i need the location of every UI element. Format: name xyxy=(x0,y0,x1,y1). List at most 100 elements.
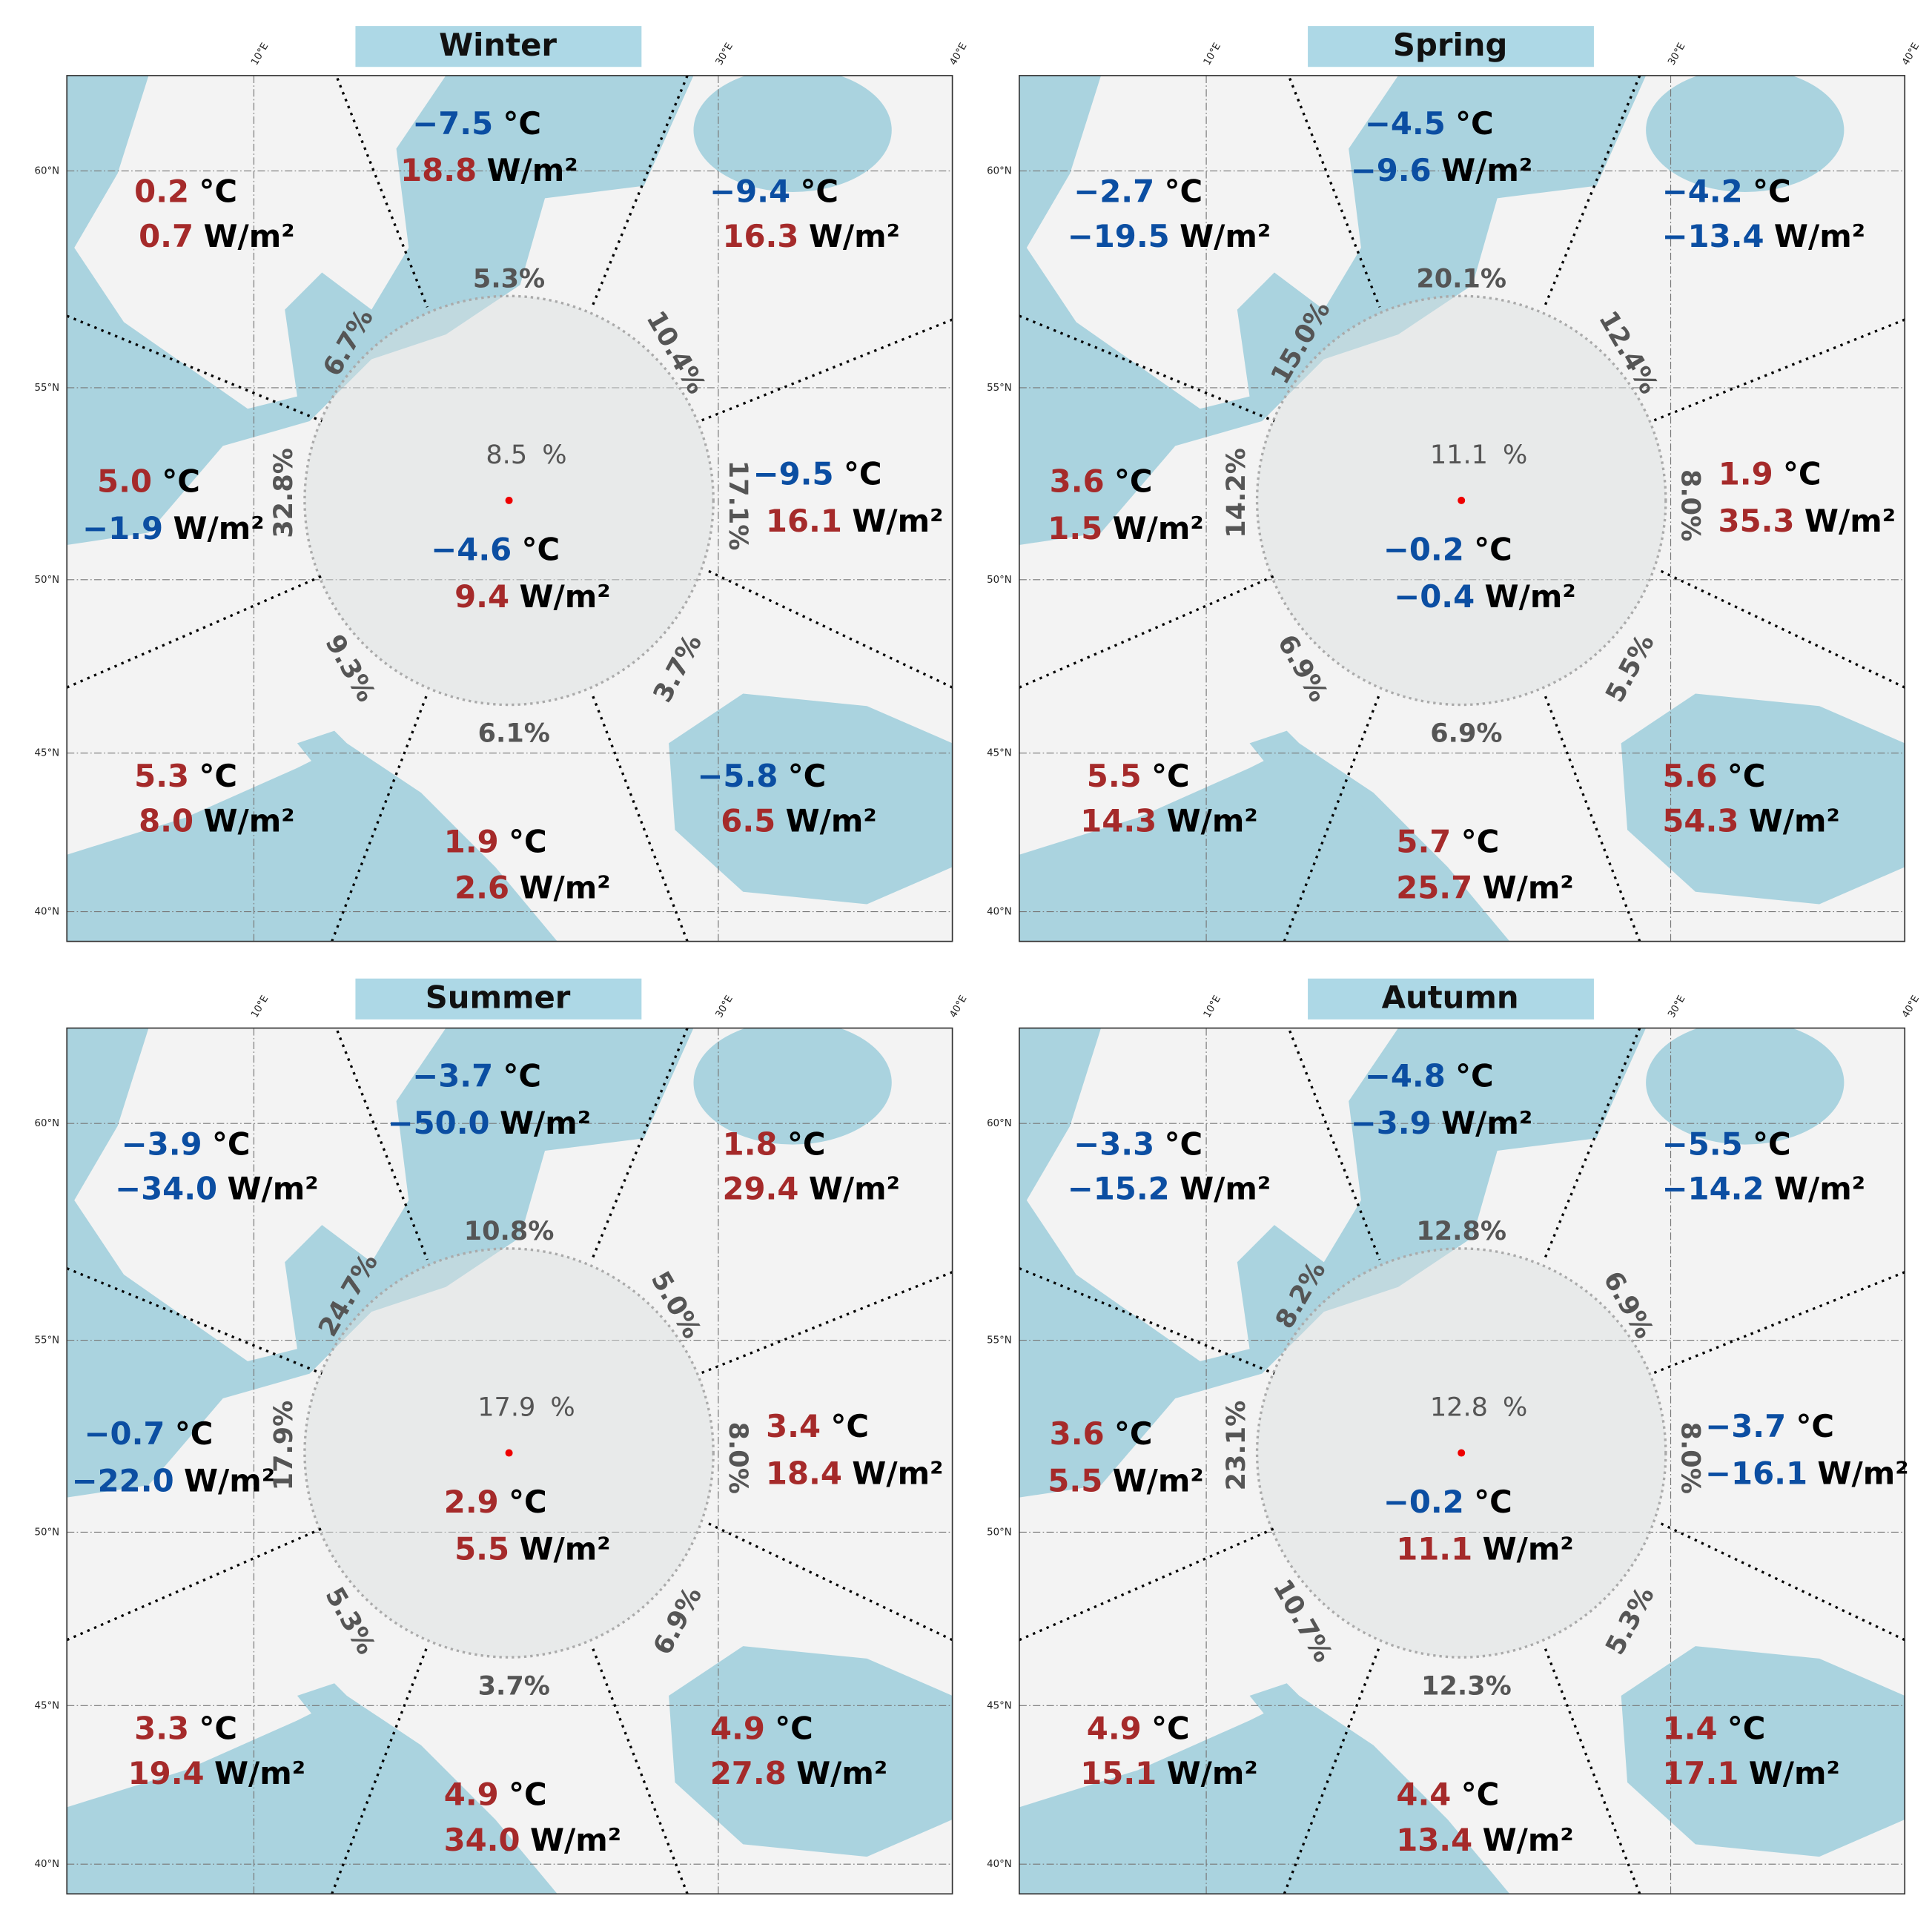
sector-boundary xyxy=(590,1028,689,1260)
unit: W/m² xyxy=(1167,1754,1258,1791)
value-label: 4.9 °C xyxy=(444,1776,547,1812)
sector-share: 8.0% xyxy=(723,1422,753,1494)
value-label: −19.5 W/m² xyxy=(1068,217,1271,254)
value: 25.7 xyxy=(1396,869,1472,905)
value-label: 5.5 W/m² xyxy=(454,1530,610,1567)
sea xyxy=(1249,1683,1411,1820)
lon-label: 30°E xyxy=(714,994,735,1020)
sea xyxy=(693,75,892,192)
value-label: 16.3 W/m² xyxy=(722,217,899,254)
panel-title: Winter xyxy=(439,27,557,63)
lon-label: 40°E xyxy=(948,994,970,1020)
center-dot xyxy=(505,1449,513,1457)
unit: % xyxy=(550,1392,575,1422)
value: −9.5 xyxy=(753,455,834,492)
value-label: −4.2 °C xyxy=(1662,173,1791,209)
lat-label: 45°N xyxy=(987,748,1012,759)
value: −4.5 xyxy=(1365,105,1446,141)
title-box xyxy=(355,978,642,1020)
value-label: 9.4 W/m² xyxy=(454,578,610,614)
value: 5.5 xyxy=(1087,758,1142,794)
sector-share: 17.1% xyxy=(723,460,753,551)
lat-label: 50°N xyxy=(987,1527,1012,1538)
value: −9.6 xyxy=(1351,152,1432,188)
unit: W/m² xyxy=(519,1530,610,1567)
lat-label: 60°N xyxy=(987,166,1012,177)
sector-boundary xyxy=(1651,1271,1905,1375)
center-dot xyxy=(1458,1449,1466,1457)
unit: °C xyxy=(1151,758,1190,794)
value: 3.6 xyxy=(1050,463,1105,499)
sector-boundary xyxy=(1019,1267,1275,1375)
value-label: 4.9 °C xyxy=(1087,1710,1190,1746)
sector-share: 8.0% xyxy=(1675,1422,1706,1494)
lat-label: 55°N xyxy=(987,383,1012,394)
value-label: −3.7 °C xyxy=(1705,1408,1834,1444)
value: 1.5 xyxy=(1048,510,1102,546)
unit: °C xyxy=(775,1710,813,1746)
unit: % xyxy=(1503,440,1527,470)
value-label: 2.6 W/m² xyxy=(454,869,610,905)
value: 1.9 xyxy=(1718,455,1773,492)
value: −50.0 xyxy=(388,1104,490,1140)
title-box xyxy=(355,26,642,67)
unit: W/m² xyxy=(809,1170,900,1206)
sea xyxy=(693,1028,892,1145)
lat-label: 40°N xyxy=(34,1859,59,1870)
value: 0.2 xyxy=(134,173,189,209)
sector-boundary xyxy=(67,314,322,423)
unit: W/m² xyxy=(1485,578,1576,614)
value-label: 19.4 W/m² xyxy=(128,1754,305,1791)
sea xyxy=(1019,743,1510,942)
value-label: 25.7 W/m² xyxy=(1396,869,1573,905)
unit: °C xyxy=(212,1126,251,1162)
unit: °C xyxy=(509,1776,547,1812)
value-label: −4.5 °C xyxy=(1365,105,1494,141)
value: −3.9 xyxy=(1351,1104,1432,1140)
value-label: 5.0 °C xyxy=(97,463,200,499)
sector-share: 32.8% xyxy=(268,448,299,538)
map xyxy=(67,1028,953,1894)
unit: °C xyxy=(1753,173,1791,209)
unit: °C xyxy=(1796,1408,1835,1444)
lat-label: 50°N xyxy=(987,575,1012,586)
unit: W/m² xyxy=(1113,1462,1204,1498)
value: 8.0 xyxy=(139,802,193,839)
lat-label: 55°N xyxy=(34,383,59,394)
value: 3.3 xyxy=(134,1710,189,1746)
center-dot xyxy=(1458,496,1466,504)
title-box xyxy=(1308,26,1594,67)
unit: W/m² xyxy=(1113,510,1204,546)
value: 3.6 xyxy=(1050,1415,1105,1452)
value: 17.1 xyxy=(1662,1754,1739,1791)
sea xyxy=(1646,75,1845,192)
lon-label: 40°E xyxy=(1900,994,1922,1020)
value-label: −15.2 W/m² xyxy=(1068,1170,1271,1206)
value-label: 4.9 °C xyxy=(710,1710,813,1746)
lat-label: 40°N xyxy=(987,1859,1012,1870)
value: 54.3 xyxy=(1662,802,1739,839)
panel: 60°N 55°N 50°N 45°N 40°N 10°E 30°E 40°E Winter −7… xyxy=(34,26,970,942)
value: −34.0 xyxy=(115,1170,217,1206)
value-label: 29.4 W/m² xyxy=(722,1170,899,1206)
value-label: 11.1 W/m² xyxy=(1396,1530,1573,1567)
value: 16.1 xyxy=(766,502,842,538)
value: 6.5 xyxy=(721,802,775,839)
lat-label: 55°N xyxy=(34,1335,59,1346)
sector-share: 14.2% xyxy=(1221,448,1251,538)
lon-label: 10°E xyxy=(249,42,271,67)
value: 1.8 xyxy=(723,1126,778,1162)
unit: W/m² xyxy=(1167,802,1258,839)
sea xyxy=(67,75,694,546)
sector-share: 23.1% xyxy=(1221,1401,1251,1491)
sea xyxy=(67,1695,558,1894)
unit: W/m² xyxy=(1817,1455,1908,1491)
sector-boundary xyxy=(1651,318,1905,423)
value-label: 5.6 °C xyxy=(1663,758,1766,794)
unit: W/m² xyxy=(1441,1104,1532,1140)
unit: W/m² xyxy=(1180,217,1271,254)
lat-label: 60°N xyxy=(34,166,59,177)
value: −13.4 xyxy=(1662,217,1764,254)
value-label: 3.3 °C xyxy=(134,1710,237,1746)
